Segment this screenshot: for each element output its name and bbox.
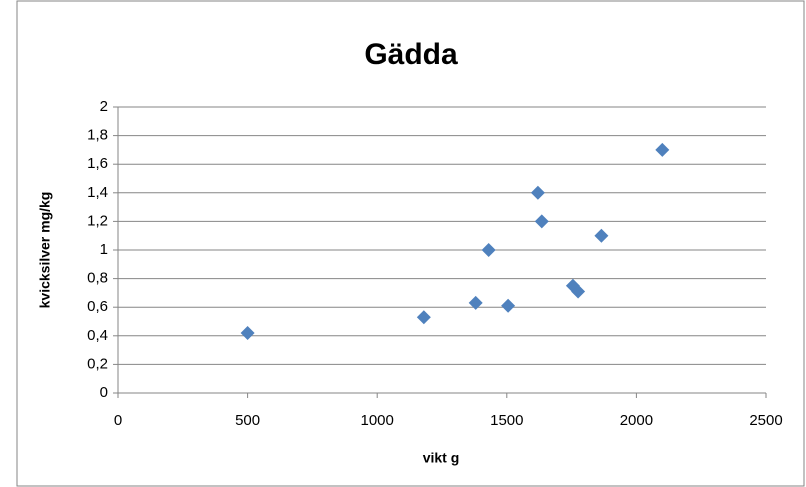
y-tick-label: 1,6 — [87, 155, 108, 172]
scatter-point — [240, 325, 255, 340]
x-tick-label: 1500 — [490, 412, 523, 429]
scatter-point — [501, 298, 516, 313]
chart-title: Gädda — [364, 38, 458, 71]
y-tick-label: 0,6 — [87, 298, 108, 315]
scatter-point — [594, 228, 609, 243]
y-tick-label: 1,8 — [87, 127, 108, 144]
x-tick-label: 1000 — [361, 412, 394, 429]
scatter-point — [481, 243, 496, 257]
y-tick-label: 0,2 — [87, 355, 108, 372]
x-axis-label: vikt g — [423, 450, 460, 466]
scatter-point — [655, 142, 670, 157]
y-tick-label: 0,4 — [87, 327, 108, 344]
y-tick-label: 1 — [100, 241, 108, 258]
y-tick-label: 2 — [100, 98, 108, 115]
x-tick-label: 0 — [114, 412, 122, 429]
x-tick-label: 500 — [235, 412, 260, 429]
scatter-point — [416, 310, 431, 325]
scatter-point — [530, 185, 545, 200]
y-tick-label: 0,8 — [87, 270, 108, 287]
y-axis-label: kvicksilver mg/kg — [37, 192, 53, 309]
x-tick-label: 2000 — [620, 412, 653, 429]
y-tick-label: 0 — [100, 384, 108, 401]
x-tick-label: 2500 — [749, 412, 782, 429]
chart-frame — [16, 0, 805, 487]
scatter-point — [534, 214, 549, 229]
y-tick-label: 1,2 — [87, 212, 108, 229]
scatter-point — [468, 295, 483, 310]
y-tick-label: 1,4 — [87, 184, 108, 201]
scatter-point — [571, 284, 586, 299]
